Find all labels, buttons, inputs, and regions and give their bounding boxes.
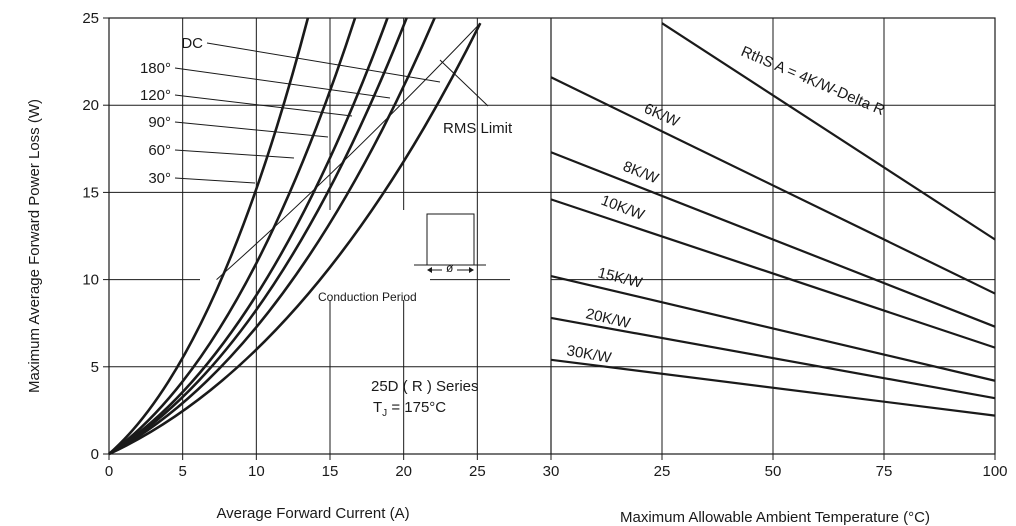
x-tick-left-5: 5	[178, 463, 186, 480]
thermal-line-6	[550, 358, 996, 417]
x-axis-title-right: Maximum Allowable Ambient Temperature (°…	[620, 509, 930, 526]
curve-90deg	[108, 17, 389, 456]
thermal-line-2	[550, 151, 996, 328]
x-tick-right-75: 75	[876, 463, 893, 480]
y-tick-20: 20	[82, 97, 99, 114]
x-axis-title-left: Average Forward Current (A)	[216, 505, 409, 522]
arrow-head-right	[469, 267, 474, 273]
leader-line-30deg	[174, 177, 256, 184]
leader-line-dc	[206, 42, 441, 83]
junction-temperature: TJ = 175°C	[373, 399, 446, 419]
curve-label-dc: DC	[181, 35, 203, 52]
leader-line-60deg	[174, 149, 295, 159]
curve-label-90deg: 90°	[148, 114, 171, 131]
conduction-period-label: Conduction Period	[318, 290, 417, 304]
x-tick-left-10: 10	[248, 463, 265, 480]
curve-dc	[108, 22, 482, 456]
x-tick-right-25: 25	[654, 463, 671, 480]
series-title: 25D ( R ) Series	[371, 378, 479, 395]
rms-limit-label: RMS Limit	[443, 120, 513, 137]
thermal-line-1	[550, 76, 996, 295]
conduction-angle-symbol: ø	[446, 261, 454, 275]
curve-layer	[108, 17, 996, 456]
x-tick-left-30: 30	[543, 463, 560, 480]
plot-frame	[108, 17, 996, 455]
tj-value: = 175°C	[387, 399, 446, 416]
arrow-head-left	[427, 267, 432, 273]
thermal-line-label-3: 10K/W	[599, 192, 648, 224]
leader-line-180deg	[174, 67, 391, 99]
y-tick-5: 5	[91, 359, 99, 376]
thermal-line-0	[661, 22, 996, 241]
thermal-line-label-0: RthS A = 4K/W-Delta R	[738, 43, 887, 119]
curve-180deg	[108, 17, 436, 456]
curve-label-180deg: 180°	[140, 60, 171, 77]
x-tick-left-15: 15	[322, 463, 339, 480]
x-tick-left-20: 20	[395, 463, 412, 480]
label-layer: 0 5 10 15 20 25 0 5 10 15 20 25 30 25 50 75 100 DC 180° 120…	[82, 10, 1007, 480]
curve-label-120deg: 120°	[140, 87, 171, 104]
x-tick-left-0: 0	[105, 463, 113, 480]
rms-limit-leader	[439, 59, 489, 107]
leader-line-90deg	[174, 121, 329, 138]
curve-label-60deg: 60°	[148, 142, 171, 159]
y-tick-10: 10	[82, 272, 99, 289]
curve-120deg	[108, 17, 408, 456]
thermal-line-5	[550, 316, 996, 400]
y-tick-0: 0	[91, 446, 99, 463]
conduction-waveform	[426, 213, 475, 265]
curve-60deg	[108, 17, 357, 456]
x-tick-right-50: 50	[765, 463, 782, 480]
tj-subscript: J	[382, 408, 387, 419]
x-tick-left-25: 25	[469, 463, 486, 480]
thermal-line-4	[550, 275, 996, 382]
y-tick-15: 15	[82, 184, 99, 201]
x-tick-right-100: 100	[982, 463, 1007, 480]
y-axis-title: Maximum Average Forward Power Loss (W)	[26, 99, 43, 393]
thermal-line-3	[550, 198, 996, 349]
y-tick-25: 25	[82, 10, 99, 27]
curve-30deg	[108, 17, 310, 455]
tj-symbol: T	[373, 399, 382, 416]
curve-label-30deg: 30°	[148, 170, 171, 187]
thermal-line-label-2: 8K/W	[621, 158, 662, 188]
